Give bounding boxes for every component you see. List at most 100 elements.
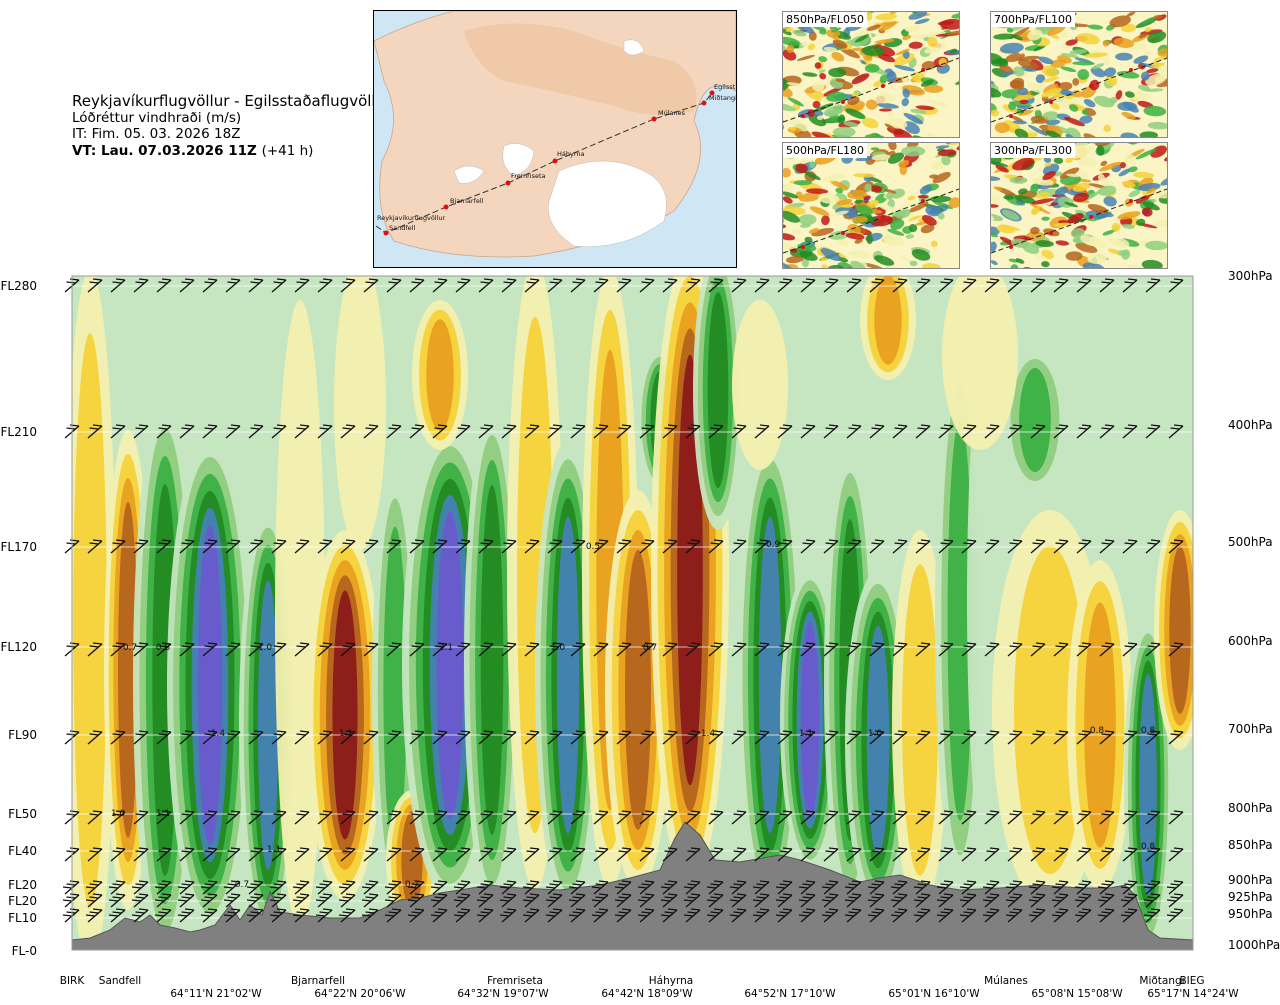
wind-barb [455, 810, 471, 825]
wind-barb [913, 908, 931, 923]
wind-barb [616, 278, 632, 293]
wind-barb [662, 539, 678, 554]
wind-barb [522, 908, 540, 923]
wind-barb [317, 278, 333, 293]
wind-barb [660, 908, 678, 923]
wind-barb [432, 539, 448, 554]
pressure-label: 900hPa [1228, 873, 1273, 887]
station-label: Múlanes [984, 975, 1028, 987]
wind-barb [800, 847, 816, 862]
wind-barb [455, 278, 471, 293]
wind-barb [1143, 880, 1161, 895]
wind-barb [938, 424, 954, 439]
wind-barb [386, 278, 402, 293]
wind-barb [800, 424, 816, 439]
wind-barb [545, 893, 563, 908]
wind-barb [246, 880, 264, 895]
wind-barb [177, 893, 195, 908]
wind-barb [637, 908, 655, 923]
wind-barb [614, 880, 632, 895]
wind-barb [662, 642, 678, 657]
wind-barb [708, 278, 724, 293]
route-title: Reykjavíkurflugvöllur - Egilsstaðaflugvö… [72, 92, 392, 110]
wind-barb [133, 730, 149, 745]
wind-barb [1122, 730, 1138, 745]
wind-barb [1053, 642, 1069, 657]
thumbnail-700hpa[interactable]: 700hPa/FL100 [951, 0, 1192, 169]
wind-barb [202, 278, 218, 293]
wind-barb [731, 810, 747, 825]
wind-barb [1076, 642, 1092, 657]
wind-barb [568, 893, 586, 908]
wind-barb [1076, 278, 1092, 293]
route-map[interactable]: Reykjavíkurflugvöllur Sandfell Bjarnarfe… [373, 10, 737, 268]
wind-barb [1076, 539, 1092, 554]
pressure-label: 400hPa [1228, 418, 1273, 432]
wind-barb [501, 539, 517, 554]
wind-barb [961, 730, 977, 745]
wind-barb [547, 424, 563, 439]
wind-barb [363, 642, 379, 657]
wind-barb [271, 810, 287, 825]
wind-barb [846, 278, 862, 293]
wind-barb [547, 730, 563, 745]
wind-barb [821, 908, 839, 923]
wind-barb [133, 847, 149, 862]
wind-barb [432, 730, 448, 745]
wind-barb [915, 539, 931, 554]
wind-barb [179, 642, 195, 657]
wind-barb [292, 908, 310, 923]
wind-barb [340, 810, 356, 825]
wind-barb [823, 847, 839, 862]
wind-barb [386, 642, 402, 657]
wind-barb [662, 278, 678, 293]
wind-barb [225, 424, 241, 439]
wind-barb [890, 893, 908, 908]
vertical-velocity-field [72, 276, 1193, 950]
wind-barb [409, 278, 425, 293]
wind-barb [823, 539, 839, 554]
wind-barb [984, 730, 1000, 745]
wind-barb [777, 539, 793, 554]
wind-barb [131, 880, 149, 895]
wind-barb [384, 908, 402, 923]
wind-barb [179, 278, 195, 293]
wind-barb [683, 893, 701, 908]
wind-barb [938, 539, 954, 554]
wind-barb [271, 278, 287, 293]
wind-barb [340, 642, 356, 657]
wind-barb [271, 642, 287, 657]
wind-barb [317, 642, 333, 657]
wind-barb [87, 642, 103, 657]
thumbnail-850hpa[interactable]: 850hPa/FL050 [734, 0, 994, 195]
wind-barb [1053, 424, 1069, 439]
wind-barb [1120, 908, 1138, 923]
coordinate-label: 65°17'N 14°24'W [1147, 988, 1239, 1000]
pressure-label: 600hPa [1228, 634, 1273, 648]
wind-barb [892, 278, 908, 293]
wind-barb [317, 810, 333, 825]
wind-barb [384, 893, 402, 908]
wind-barb [1076, 424, 1092, 439]
wind-barb [409, 847, 425, 862]
wind-barb [1168, 730, 1184, 745]
wind-barb [1028, 908, 1046, 923]
wind-barb [662, 730, 678, 745]
pressure-axis: 300hPa 400hPa 500hPa 600hPa 700hPa 800hPa 850h… [1228, 269, 1280, 952]
flight-level-label: FL10 [8, 911, 37, 925]
wind-barb [1007, 642, 1023, 657]
wind-barb [706, 893, 724, 908]
wind-barb [294, 424, 310, 439]
wind-barb [133, 642, 149, 657]
coordinate-label: 65°01'N 16°10'W [888, 988, 980, 1000]
wind-barb [87, 424, 103, 439]
wind-barb [547, 847, 563, 862]
wind-barb [961, 642, 977, 657]
value-annotation: 0.9 [766, 540, 781, 550]
wind-barb [938, 810, 954, 825]
pressure-label: 925hPa [1228, 890, 1273, 904]
wind-barb [685, 539, 701, 554]
wind-barb [846, 730, 862, 745]
wind-barb [133, 424, 149, 439]
wind-barb [294, 539, 310, 554]
